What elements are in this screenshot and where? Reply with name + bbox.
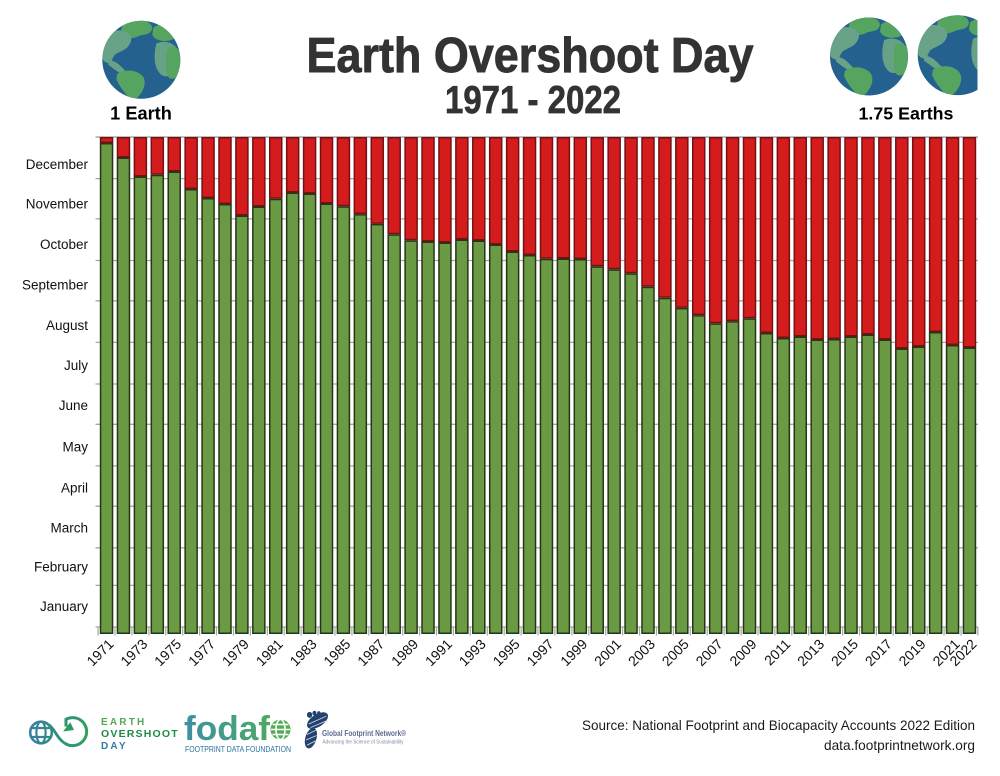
svg-text:OVERSHOOT: OVERSHOOT [101, 728, 179, 740]
svg-text:May: May [62, 439, 88, 454]
svg-text:Earth Overshoot Day: Earth Overshoot Day [307, 29, 754, 83]
svg-text:data.footprintnetwork.org: data.footprintnetwork.org [824, 738, 975, 753]
svg-text:August: August [46, 318, 88, 333]
svg-text:November: November [26, 196, 89, 211]
svg-text:July: July [64, 358, 88, 373]
svg-text:DAY: DAY [101, 741, 128, 752]
svg-text:1 Earth: 1 Earth [110, 104, 172, 124]
svg-text:1.75 Earths: 1.75 Earths [859, 104, 954, 124]
svg-text:June: June [59, 398, 88, 413]
svg-text:January: January [40, 599, 88, 614]
svg-text:Source: National Footprint and: Source: National Footprint and Biocapaci… [582, 718, 975, 733]
svg-text:April: April [61, 480, 88, 495]
svg-text:1971 - 2022: 1971 - 2022 [445, 79, 621, 122]
svg-text:EARTH: EARTH [101, 717, 146, 728]
svg-text:Advancing the Science of Susta: Advancing the Science of Sustainability [323, 740, 404, 746]
svg-text:March: March [50, 520, 88, 535]
svg-text:FOOTPRINT DATA FOUNDATION: FOOTPRINT DATA FOUNDATION [185, 745, 291, 754]
svg-text:Global Footprint Network®: Global Footprint Network® [322, 729, 406, 738]
svg-text:December: December [26, 157, 89, 172]
svg-text:September: September [22, 277, 89, 292]
svg-text:October: October [40, 237, 89, 252]
svg-text:fodaf: fodaf [184, 710, 271, 748]
svg-text:February: February [34, 559, 88, 574]
